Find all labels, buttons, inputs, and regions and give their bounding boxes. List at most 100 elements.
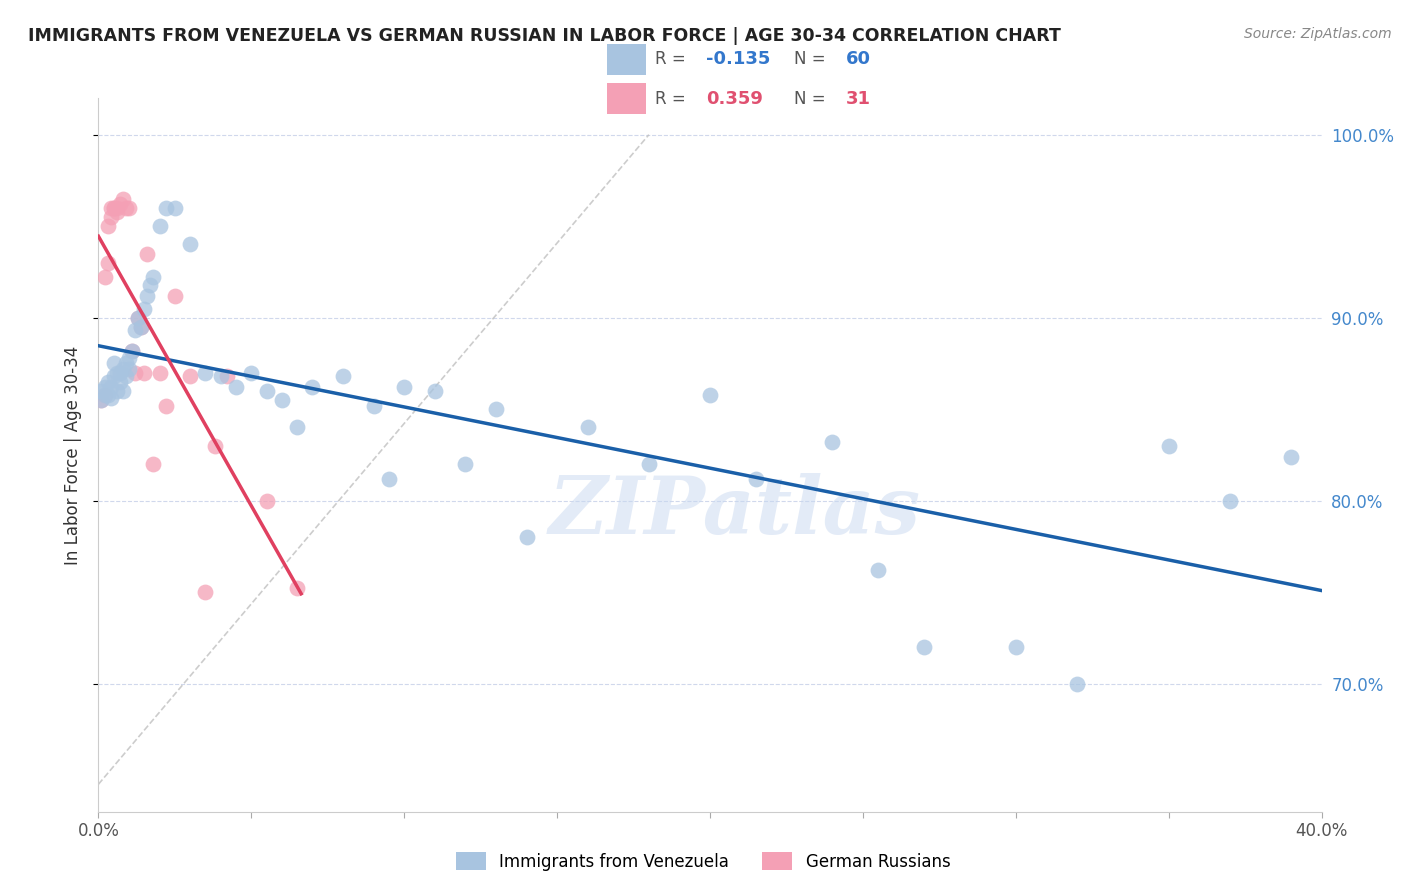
Point <box>699 387 721 401</box>
Text: -0.135: -0.135 <box>706 50 770 69</box>
Point <box>868 563 890 577</box>
Point <box>134 301 156 316</box>
Point <box>240 366 263 380</box>
Point <box>121 343 143 358</box>
Point <box>136 246 159 260</box>
Point <box>301 380 323 394</box>
Point <box>378 472 401 486</box>
Point <box>363 399 385 413</box>
Point <box>97 256 120 270</box>
Point <box>142 457 165 471</box>
Point <box>332 369 354 384</box>
Point <box>103 201 125 215</box>
Point <box>454 457 477 471</box>
Point <box>108 197 131 211</box>
Point <box>100 201 122 215</box>
Point <box>576 420 599 434</box>
Text: N =: N = <box>794 89 825 108</box>
Point <box>105 384 128 398</box>
Point <box>423 384 446 398</box>
Text: IMMIGRANTS FROM VENEZUELA VS GERMAN RUSSIAN IN LABOR FORCE | AGE 30-34 CORRELATI: IMMIGRANTS FROM VENEZUELA VS GERMAN RUSS… <box>28 27 1062 45</box>
Point <box>270 392 292 407</box>
Point <box>97 375 120 389</box>
Point <box>136 289 159 303</box>
Point <box>1279 450 1302 464</box>
Point <box>108 366 131 380</box>
Point <box>1219 493 1241 508</box>
Point <box>149 219 172 234</box>
Point <box>637 457 661 471</box>
Point <box>204 439 226 453</box>
Point <box>256 384 278 398</box>
Point <box>90 384 112 398</box>
Point <box>100 210 122 224</box>
Bar <box>606 83 645 114</box>
Point <box>115 201 138 215</box>
Point <box>93 270 115 285</box>
Point <box>485 402 508 417</box>
Point <box>912 640 935 654</box>
Point <box>90 392 112 407</box>
Text: R =: R = <box>655 50 686 69</box>
Point <box>516 530 538 544</box>
Point <box>103 356 125 370</box>
Point <box>118 362 141 376</box>
Text: ZIPatlas: ZIPatlas <box>548 474 921 550</box>
Point <box>118 351 141 365</box>
Text: R =: R = <box>655 89 686 108</box>
Point <box>194 585 217 599</box>
Y-axis label: In Labor Force | Age 30-34: In Labor Force | Age 30-34 <box>65 345 83 565</box>
Point <box>124 324 146 338</box>
Point <box>285 582 308 596</box>
Point <box>105 201 128 215</box>
Point <box>194 366 217 380</box>
Point <box>111 192 134 206</box>
Point <box>105 204 128 219</box>
Point <box>97 387 120 401</box>
Point <box>179 369 201 384</box>
Point <box>124 366 146 380</box>
Point <box>129 319 152 334</box>
Point <box>93 380 115 394</box>
Point <box>97 219 120 234</box>
Point <box>108 375 131 389</box>
Text: Source: ZipAtlas.com: Source: ZipAtlas.com <box>1244 27 1392 41</box>
Point <box>163 201 186 215</box>
Point <box>90 392 112 407</box>
Point <box>129 319 152 334</box>
Text: N =: N = <box>794 50 825 69</box>
Point <box>285 420 308 434</box>
Point <box>127 310 149 325</box>
Point <box>100 380 122 394</box>
Point <box>745 472 768 486</box>
Point <box>142 270 165 285</box>
Point <box>93 387 115 401</box>
Point <box>179 237 201 252</box>
Text: 31: 31 <box>845 89 870 108</box>
Point <box>1004 640 1026 654</box>
Point <box>118 201 141 215</box>
Bar <box>606 44 645 75</box>
Point <box>392 380 416 394</box>
Point <box>163 289 186 303</box>
Point <box>155 399 177 413</box>
Point <box>225 380 247 394</box>
Point <box>105 366 128 380</box>
Point <box>103 201 125 215</box>
Point <box>256 493 278 508</box>
Point <box>127 310 149 325</box>
Point <box>115 369 138 384</box>
Text: 0.359: 0.359 <box>706 89 763 108</box>
Point <box>111 384 134 398</box>
Point <box>134 366 156 380</box>
Point <box>215 369 238 384</box>
Point <box>155 201 177 215</box>
Point <box>209 369 232 384</box>
Point <box>149 366 172 380</box>
Point <box>1066 676 1088 690</box>
Point <box>111 362 134 376</box>
Point <box>103 369 125 384</box>
Text: 60: 60 <box>845 50 870 69</box>
Point <box>821 435 844 450</box>
Point <box>93 387 115 401</box>
